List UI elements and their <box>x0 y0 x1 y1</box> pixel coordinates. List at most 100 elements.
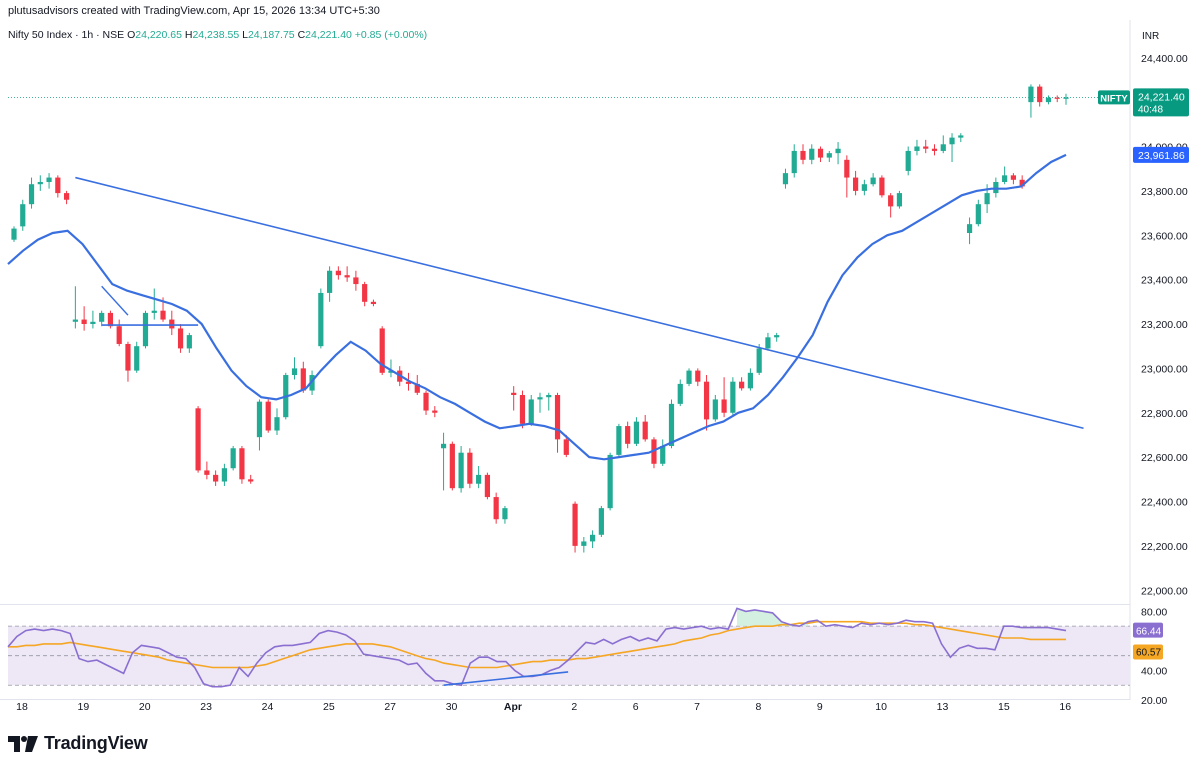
candle-body <box>177 328 184 349</box>
candle-body <box>11 228 17 240</box>
candle-body <box>563 439 569 455</box>
candle-body <box>274 417 280 431</box>
candle-body <box>239 448 245 480</box>
candle-body <box>1037 86 1043 103</box>
price-axis-tick: 23,000.00 <box>1141 363 1188 375</box>
candle-body <box>844 159 850 178</box>
time-axis-tick: 9 <box>817 701 823 713</box>
candle-body <box>747 372 753 389</box>
candle-body <box>756 348 762 373</box>
candle-body <box>712 399 718 420</box>
price-axis-tick: 22,200.00 <box>1141 541 1188 553</box>
trend-line[interactable] <box>75 176 1084 430</box>
rsi-value-label: 66.44 <box>1136 627 1161 638</box>
rsi-ma-line <box>8 620 1066 669</box>
candle-body <box>511 392 517 395</box>
last-price-tag-bg <box>1133 88 1189 117</box>
price-axis-tick: 23,200.00 <box>1141 319 1188 331</box>
candle-body <box>888 195 894 207</box>
candle-body <box>853 177 859 191</box>
candle-body <box>116 326 122 344</box>
time-axis-tick: 16 <box>1059 701 1071 713</box>
change-value: +0.85 (+0.00%) <box>354 29 428 41</box>
candle-body <box>958 135 964 138</box>
candle-body <box>598 508 604 535</box>
rsi-divergence-line[interactable] <box>443 671 569 687</box>
price-axis-tick: 22,400.00 <box>1141 497 1188 509</box>
candle-body <box>37 182 43 185</box>
candle-body <box>616 426 622 455</box>
time-axis-tick: 10 <box>875 701 887 713</box>
candle-body <box>879 177 885 196</box>
candle-body <box>440 443 447 449</box>
rsi-ma-value-label: 60.57 <box>1136 647 1161 658</box>
candle-body <box>739 381 745 389</box>
candle-body <box>248 479 254 482</box>
tradingview-logo: TradingView <box>8 733 148 754</box>
candle-body <box>695 370 701 382</box>
candle-body <box>537 397 543 400</box>
time-axis-tick: 2 <box>571 701 577 713</box>
candle-body <box>914 146 920 151</box>
candle-body <box>642 421 648 440</box>
candle-body <box>169 319 175 329</box>
candle-body <box>370 301 377 305</box>
candle-body <box>414 383 420 393</box>
time-axis-tick: 18 <box>16 701 28 713</box>
candle-body <box>213 474 219 482</box>
candle-body <box>221 468 227 482</box>
candle-body <box>1019 179 1025 187</box>
ohlc-key-l: L <box>239 29 248 41</box>
candle-body <box>835 148 841 154</box>
time-axis-tick: 24 <box>262 701 274 713</box>
rsi-axis-tick: 20.00 <box>1141 695 1167 707</box>
candle-body <box>975 204 981 225</box>
candle-body <box>861 184 867 191</box>
candle-body <box>230 448 236 469</box>
candle-body <box>774 335 780 338</box>
candle-body <box>966 224 973 234</box>
time-axis-tick: 8 <box>755 701 761 713</box>
candle-body <box>1002 175 1008 182</box>
candle-body <box>81 319 87 324</box>
candle-body <box>195 408 201 471</box>
price-axis-tick: 23,400.00 <box>1141 275 1188 287</box>
currency-label[interactable]: INR <box>1142 31 1160 42</box>
candle-body <box>335 270 341 276</box>
candle-body <box>730 381 736 413</box>
candle-body <box>949 137 955 145</box>
candle-body <box>923 146 929 149</box>
candle-body <box>940 144 946 151</box>
fan-line[interactable] <box>101 285 129 316</box>
rsi-axis-tick: 40.00 <box>1141 665 1167 677</box>
candle-body <box>590 534 596 542</box>
price-axis-tick: 22,600.00 <box>1141 452 1188 464</box>
ohlc-value-l: 24,187.75 <box>247 29 295 41</box>
candle-body <box>99 312 105 322</box>
price-axis-tick: 22,800.00 <box>1141 408 1188 420</box>
candle-body <box>476 474 482 484</box>
candle-body <box>318 292 324 347</box>
candle-body <box>72 319 78 322</box>
time-axis-tick: 23 <box>200 701 212 713</box>
ohlc-value-c: 24,221.40 <box>305 29 355 41</box>
candle-body <box>379 328 385 373</box>
candle-body <box>1045 97 1052 103</box>
candle-body <box>160 310 166 320</box>
candle-body <box>28 184 35 205</box>
rsi-tag-bg <box>1133 622 1163 638</box>
candle-body <box>1010 175 1016 180</box>
candle-body <box>1063 97 1069 99</box>
candle-body <box>493 497 499 520</box>
candle-body <box>572 503 578 546</box>
time-axis-tick: 30 <box>446 701 458 713</box>
candle-body <box>677 383 683 404</box>
candle-body <box>546 395 552 398</box>
ohlc-key-o: O <box>127 29 136 41</box>
candle-body <box>107 312 114 327</box>
candle-body <box>1054 97 1060 99</box>
symbol-legend: Nifty 50 Index · 1h · NSE O24,220.65 H24… <box>8 29 427 41</box>
candle-body <box>256 401 263 438</box>
candle-body <box>519 395 526 424</box>
